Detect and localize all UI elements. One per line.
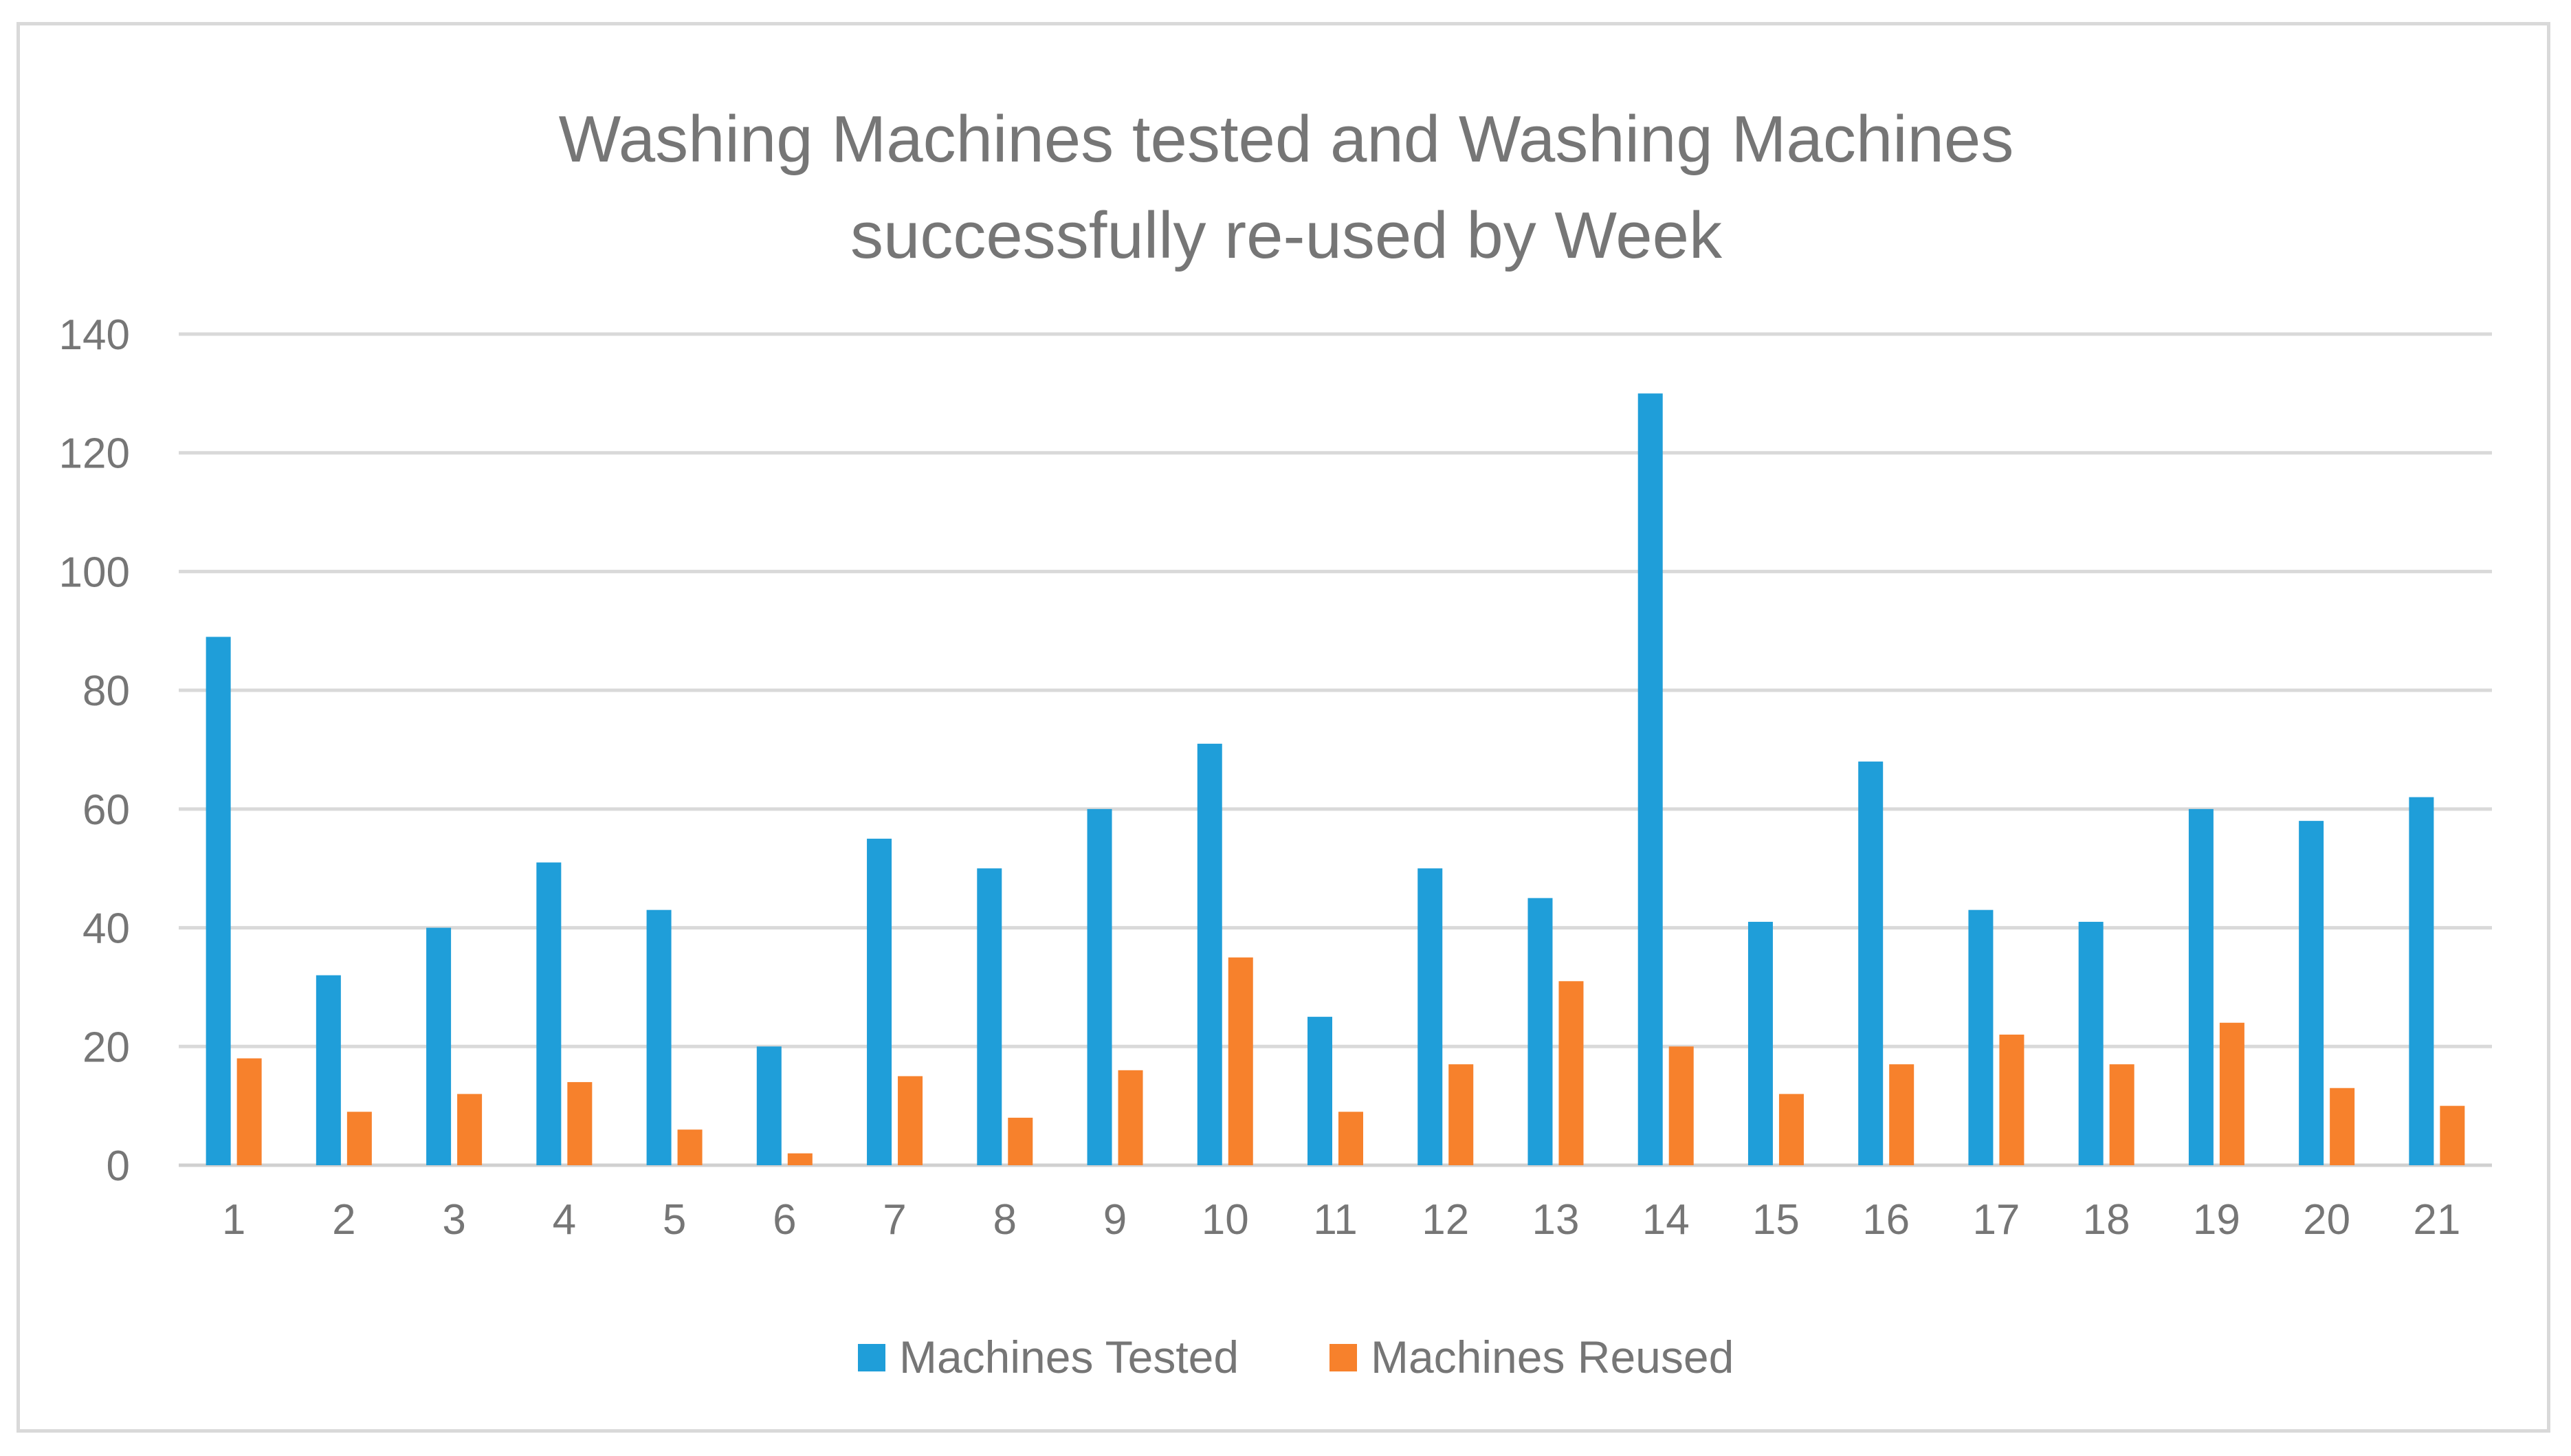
gridlines xyxy=(179,332,2492,1167)
bar-machines-reused xyxy=(2330,1088,2355,1165)
bar-machines-tested xyxy=(1637,393,1663,1165)
bar-machines-tested xyxy=(316,975,341,1165)
bar-machines-reused xyxy=(1338,1112,1363,1165)
y-tick-label: 120 xyxy=(59,430,130,478)
bar-machines-tested xyxy=(2299,821,2324,1165)
bar-machines-tested xyxy=(2409,797,2434,1165)
x-tick-label: 10 xyxy=(1202,1196,1249,1244)
bar-machines-reused xyxy=(1228,957,1253,1165)
x-tick-label: 21 xyxy=(2413,1196,2460,1244)
bar-machines-tested xyxy=(2078,921,2104,1165)
y-axis: 0 20 40 60 80 100 120 140 xyxy=(59,311,130,1190)
x-tick-label: 4 xyxy=(553,1196,576,1244)
x-tick-label: 5 xyxy=(663,1196,686,1244)
bar-machines-reused xyxy=(898,1076,923,1165)
bar-machines-tested xyxy=(756,1046,782,1165)
legend-label: Machines Tested xyxy=(899,1332,1239,1382)
y-tick-label: 0 xyxy=(107,1143,130,1190)
x-tick-label: 9 xyxy=(1103,1196,1127,1244)
bar-machines-reused xyxy=(236,1058,262,1165)
chart-frame: Washing Machines tested and Washing Mach… xyxy=(16,22,2550,1433)
bar-machines-reused xyxy=(2440,1105,2465,1165)
bar-machines-reused xyxy=(787,1153,813,1165)
x-tick-label: 11 xyxy=(1313,1196,1357,1244)
x-tick-label: 18 xyxy=(2083,1196,2130,1244)
legend-swatch-machines-tested xyxy=(858,1344,885,1371)
bar-machines-reused xyxy=(1118,1070,1143,1165)
bar-machines-tested xyxy=(1968,909,1994,1165)
bar-machines-reused xyxy=(1889,1064,1915,1165)
bar-machines-tested xyxy=(536,862,562,1165)
legend-label: Machines Reused xyxy=(1371,1332,1734,1382)
bar-machines-tested xyxy=(206,637,231,1165)
y-tick-label: 100 xyxy=(59,549,130,596)
bar-machines-tested xyxy=(1527,898,1553,1165)
bar-machines-reused xyxy=(2219,1022,2244,1165)
bar-machines-reused xyxy=(1008,1117,1033,1165)
x-tick-label: 7 xyxy=(883,1196,906,1244)
y-tick-label: 140 xyxy=(59,311,130,359)
x-tick-label: 6 xyxy=(773,1196,796,1244)
bar-machines-reused xyxy=(2109,1064,2134,1165)
x-tick-label: 8 xyxy=(993,1196,1017,1244)
bar-machines-reused xyxy=(457,1094,483,1165)
bar-machines-tested xyxy=(977,868,1002,1165)
bar-machines-reused xyxy=(1558,981,1584,1165)
x-tick-label: 19 xyxy=(2193,1196,2240,1244)
x-tick-label: 13 xyxy=(1532,1196,1579,1244)
chart-title-line: Washing Machines tested and Washing Mach… xyxy=(559,102,2014,176)
bar-machines-reused xyxy=(346,1112,372,1165)
bar-machines-tested xyxy=(1307,1017,1332,1165)
bar-machines-reused xyxy=(1999,1035,2024,1165)
x-tick-label: 14 xyxy=(1642,1196,1690,1244)
bar-machines-reused xyxy=(677,1129,703,1165)
y-tick-label: 60 xyxy=(82,786,130,834)
x-tick-label: 1 xyxy=(222,1196,245,1244)
bar-machines-tested xyxy=(1858,761,1884,1165)
bar-machines-tested xyxy=(426,927,452,1165)
y-tick-label: 40 xyxy=(82,905,130,953)
x-tick-label: 17 xyxy=(1972,1196,2020,1244)
x-tick-label: 3 xyxy=(442,1196,465,1244)
x-tick-label: 12 xyxy=(1422,1196,1469,1244)
bar-machines-tested xyxy=(1747,921,1773,1165)
bar-machines-tested xyxy=(867,839,892,1165)
x-tick-label: 15 xyxy=(1752,1196,1800,1244)
x-tick-label: 16 xyxy=(1862,1196,1910,1244)
bar-machines-tested xyxy=(1417,868,1443,1165)
bar-chart: Washing Machines tested and Washing Mach… xyxy=(59,102,2492,1382)
y-tick-label: 20 xyxy=(82,1024,130,1071)
x-tick-label: 20 xyxy=(2303,1196,2350,1244)
chart-title-line: successfully re-used by Week xyxy=(850,199,1723,272)
bar-machines-reused xyxy=(567,1082,593,1165)
x-tick-label: 2 xyxy=(332,1196,355,1244)
bar-machines-tested xyxy=(646,909,672,1165)
bars xyxy=(206,393,2465,1165)
y-tick-label: 80 xyxy=(82,668,130,715)
x-axis: 1 2 3 4 5 6 7 8 9 10 11 12 13 14 15 16 17 18 19 20 21 xyxy=(222,1196,2460,1244)
chart-title: Washing Machines tested and Washing Mach… xyxy=(559,102,2014,272)
legend: Machines Tested Machines Reused xyxy=(858,1332,1734,1382)
bar-machines-reused xyxy=(1448,1064,1474,1165)
bar-machines-reused xyxy=(1668,1046,1694,1165)
legend-swatch-machines-reused xyxy=(1329,1344,1357,1371)
bar-machines-tested xyxy=(1197,743,1222,1165)
bar-machines-reused xyxy=(1778,1094,1804,1165)
bar-machines-tested xyxy=(2188,808,2214,1165)
bar-machines-tested xyxy=(1087,808,1112,1165)
